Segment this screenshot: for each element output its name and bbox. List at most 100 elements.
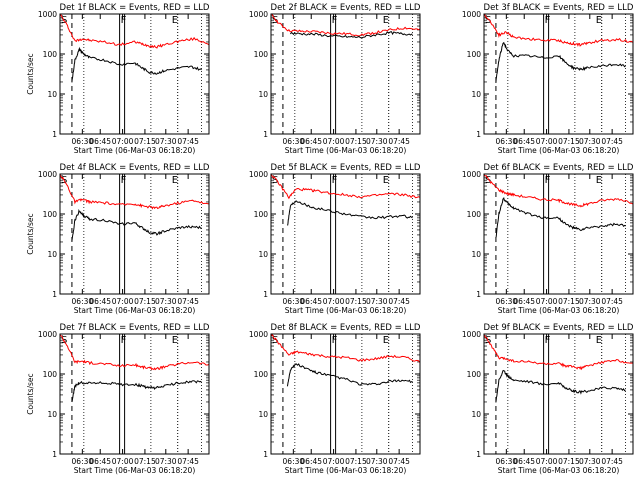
y-tick-label: 100	[467, 370, 482, 379]
detector-panel-6: Det 6f BLACK = Events, RED = LLD 1 10 100 10…	[462, 163, 634, 315]
y-tick-label: 1	[52, 290, 57, 299]
plot-frame	[270, 333, 421, 455]
x-tick-label: 06:30	[72, 137, 94, 146]
events-series-line	[495, 196, 626, 238]
x-tick-label: 07:15	[134, 457, 156, 466]
detector-panel-8: Det 8f BLACK = Events, RED = LLD 1 10 100 10…	[249, 323, 421, 475]
y-tick-label: 1	[263, 450, 268, 459]
end-marker-label: E	[596, 335, 602, 346]
detector-panel-9: Det 9f BLACK = Events, RED = LLD 1 10 100 10…	[462, 323, 634, 475]
y-tick-label: 1000	[462, 170, 481, 179]
x-tick-label: 06:30	[72, 297, 94, 306]
y-tick-label: 1000	[38, 170, 57, 179]
events-series-line	[71, 208, 202, 242]
x-tick-label: 07:15	[134, 137, 156, 146]
plot-frame	[59, 173, 210, 295]
x-tick-label: 07:00	[323, 137, 345, 146]
events-series-line	[289, 31, 413, 39]
events-series-line	[71, 380, 202, 403]
x-tick-label: 07:30	[366, 457, 388, 466]
x-axis-label: Start Time (06-Mar-03 06:18:20)	[74, 466, 196, 475]
x-tick-label: 07:15	[558, 137, 580, 146]
x-axis-label: Start Time (06-Mar-03 06:18:20)	[498, 146, 620, 155]
x-tick-label: 06:30	[283, 297, 305, 306]
y-tick-label: 1	[263, 130, 268, 139]
y-tick-label: 10	[47, 410, 57, 419]
end-marker-label: E	[383, 335, 389, 346]
panel-title: Det 7f BLACK = Events, RED = LLD	[60, 323, 210, 333]
plot-frame	[270, 173, 421, 295]
x-tick-label: 07:30	[155, 297, 177, 306]
x-tick-label: 07:30	[579, 457, 601, 466]
x-axis-label: Start Time (06-Mar-03 06:18:20)	[498, 466, 620, 475]
panel-title: Det 2f BLACK = Events, RED = LLD	[271, 3, 421, 13]
x-tick-label: 07:45	[601, 457, 623, 466]
x-tick-label: 07:00	[323, 457, 345, 466]
y-tick-label: 1	[52, 450, 57, 459]
y-tick-label: 10	[471, 250, 481, 259]
x-tick-label: 07:45	[177, 137, 199, 146]
x-tick-label: 07:30	[579, 297, 601, 306]
x-tick-label: 06:45	[513, 137, 535, 146]
panel-title: Det 8f BLACK = Events, RED = LLD	[271, 323, 421, 333]
lld-series-line	[60, 174, 209, 210]
panel-title: Det 4f BLACK = Events, RED = LLD	[60, 163, 210, 173]
end-marker-label: E	[172, 335, 178, 346]
events-series-line	[287, 200, 413, 226]
x-tick-label: 07:15	[345, 137, 367, 146]
x-tick-label: 07:00	[112, 457, 134, 466]
y-tick-label: 100	[467, 210, 482, 219]
x-tick-label: 07:00	[536, 297, 558, 306]
x-tick-label: 07:45	[177, 297, 199, 306]
detector-panel-7: Det 7f BLACK = Events, RED = LLD 1 10 100 10…	[26, 323, 210, 475]
detector-panel-3: Det 3f BLACK = Events, RED = LLD 1 10 100 10…	[462, 3, 634, 155]
detector-panel-2: Det 2f BLACK = Events, RED = LLD 1 10 100 10…	[249, 3, 421, 155]
x-tick-label: 07:00	[323, 297, 345, 306]
y-tick-label: 100	[467, 50, 482, 59]
y-tick-label: 1000	[38, 10, 57, 19]
x-tick-label: 07:45	[388, 297, 410, 306]
events-series-line	[495, 41, 626, 84]
y-tick-label: 10	[47, 90, 57, 99]
panel-title: Det 6f BLACK = Events, RED = LLD	[484, 163, 634, 173]
x-tick-label: 07:30	[366, 297, 388, 306]
y-tick-label: 100	[254, 370, 269, 379]
detector-panel-4: Det 4f BLACK = Events, RED = LLD 1 10 100 10…	[26, 163, 210, 315]
events-series-line	[286, 363, 413, 387]
start-marker-label: S	[485, 175, 491, 186]
y-tick-label: 10	[471, 90, 481, 99]
x-tick-label: 06:45	[89, 297, 111, 306]
y-axis-label: Counts/sec	[26, 53, 35, 94]
y-tick-label: 100	[43, 50, 58, 59]
end-marker-label: E	[383, 15, 389, 26]
y-tick-label: 100	[43, 370, 58, 379]
plot-frame	[483, 333, 634, 455]
y-tick-label: 1000	[249, 10, 268, 19]
flare-marker-label: F	[545, 15, 551, 26]
events-series-line	[71, 46, 202, 83]
lld-series-line	[484, 334, 633, 371]
flare-marker-label: F	[121, 15, 127, 26]
x-tick-label: 06:45	[89, 137, 111, 146]
panel-title: Det 1f BLACK = Events, RED = LLD	[60, 3, 210, 13]
x-tick-label: 07:00	[536, 457, 558, 466]
start-marker-label: S	[61, 335, 67, 346]
flare-marker-label: F	[332, 175, 338, 186]
y-tick-label: 1000	[249, 170, 268, 179]
end-marker-label: E	[383, 175, 389, 186]
flare-marker-label: F	[332, 335, 338, 346]
end-marker-label: E	[172, 175, 178, 186]
end-marker-label: E	[596, 175, 602, 186]
x-tick-label: 07:00	[112, 137, 134, 146]
x-tick-label: 07:30	[366, 137, 388, 146]
x-tick-label: 07:30	[579, 137, 601, 146]
flare-marker-label: F	[545, 335, 551, 346]
y-tick-label: 10	[47, 250, 57, 259]
flare-marker-label: F	[121, 175, 127, 186]
x-tick-label: 06:30	[283, 137, 305, 146]
x-tick-label: 06:30	[283, 457, 305, 466]
plot-frame	[483, 13, 634, 135]
y-tick-label: 1	[476, 130, 481, 139]
x-tick-label: 06:30	[496, 297, 518, 306]
